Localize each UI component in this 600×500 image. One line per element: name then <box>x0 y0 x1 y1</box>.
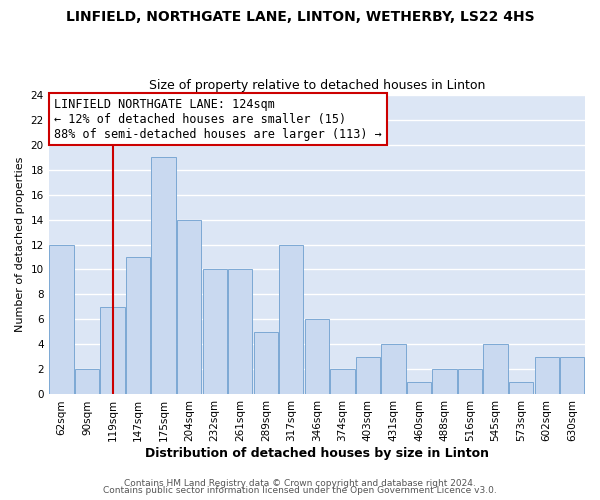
Bar <box>279 244 304 394</box>
Title: Size of property relative to detached houses in Linton: Size of property relative to detached ho… <box>149 79 485 92</box>
Bar <box>407 382 431 394</box>
Bar <box>535 357 559 395</box>
Bar <box>49 244 74 394</box>
Bar <box>356 357 380 395</box>
Bar <box>382 344 406 395</box>
Bar <box>433 370 457 394</box>
Bar <box>560 357 584 395</box>
Bar <box>484 344 508 395</box>
Bar <box>203 270 227 394</box>
Bar <box>254 332 278 394</box>
Text: Contains public sector information licensed under the Open Government Licence v3: Contains public sector information licen… <box>103 486 497 495</box>
Bar <box>305 320 329 394</box>
Text: LINFIELD, NORTHGATE LANE, LINTON, WETHERBY, LS22 4HS: LINFIELD, NORTHGATE LANE, LINTON, WETHER… <box>65 10 535 24</box>
Bar <box>177 220 201 394</box>
Text: LINFIELD NORTHGATE LANE: 124sqm
← 12% of detached houses are smaller (15)
88% of: LINFIELD NORTHGATE LANE: 124sqm ← 12% of… <box>54 98 382 140</box>
Bar <box>100 307 125 394</box>
Bar <box>330 370 355 394</box>
Y-axis label: Number of detached properties: Number of detached properties <box>15 157 25 332</box>
Bar <box>151 157 176 394</box>
Bar <box>509 382 533 394</box>
X-axis label: Distribution of detached houses by size in Linton: Distribution of detached houses by size … <box>145 447 489 460</box>
Bar <box>458 370 482 394</box>
Bar <box>75 370 99 394</box>
Bar <box>228 270 253 394</box>
Bar <box>126 257 150 394</box>
Text: Contains HM Land Registry data © Crown copyright and database right 2024.: Contains HM Land Registry data © Crown c… <box>124 478 476 488</box>
